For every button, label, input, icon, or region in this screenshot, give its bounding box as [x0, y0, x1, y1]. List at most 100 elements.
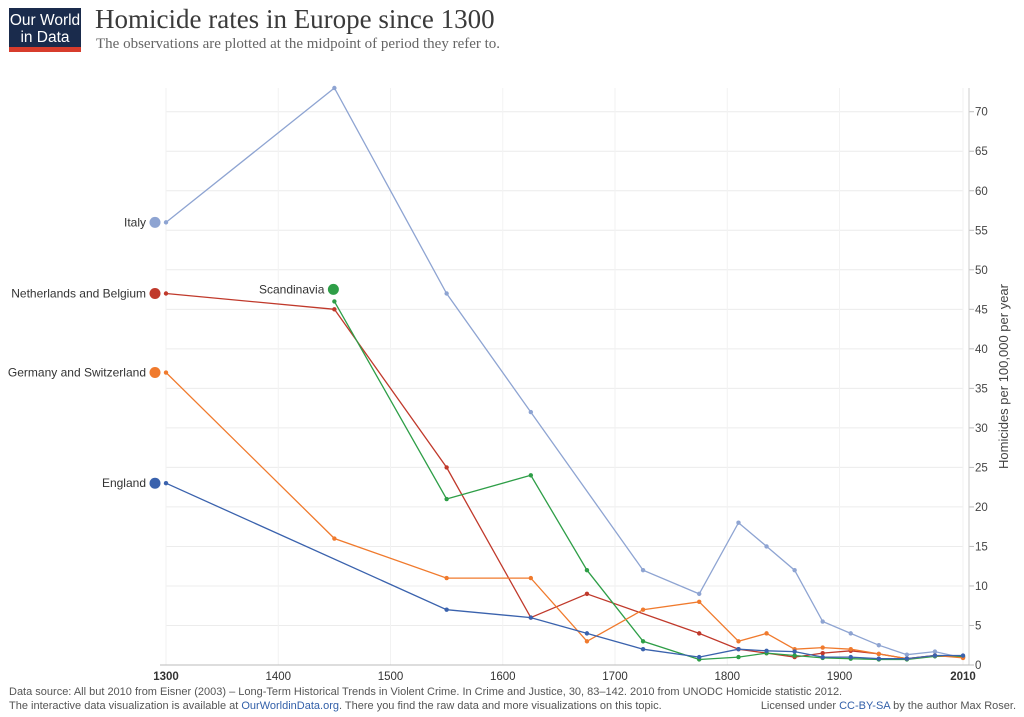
data-point: [640, 639, 646, 644]
data-point: [332, 536, 337, 541]
owid-logo: Our World in Data: [9, 8, 81, 52]
series-layer: [163, 85, 966, 662]
chart-subtitle: The observations are plotted at the midp…: [96, 36, 501, 52]
data-point: [820, 619, 825, 624]
data-point: [820, 645, 825, 650]
data-point: [736, 520, 741, 525]
license-note: Licensed under CC-BY-SA by the author Ma…: [761, 700, 1016, 712]
series-germany-and-switzerland: [163, 370, 966, 661]
x-tick-label: 1500: [378, 671, 404, 683]
y-tick-label: 45: [975, 304, 988, 316]
data-point: [697, 631, 702, 636]
x-tick-label: 1700: [602, 671, 628, 683]
data-point: [736, 646, 741, 652]
y-axis-label: Homicides per 100,000 per year: [996, 283, 1011, 469]
owid-link[interactable]: OurWorldinData.org: [241, 700, 339, 712]
data-point: [876, 656, 882, 661]
series-netherlands-and-belgium: [163, 291, 966, 661]
logo-line-1: Our World: [9, 12, 81, 29]
data-source-note: Data source: All but 2010 from Eisner (2…: [9, 686, 843, 698]
series-label: Italy: [124, 215, 146, 229]
data-point: [876, 651, 882, 657]
license-prefix: Licensed under: [760, 700, 840, 712]
data-point: [764, 631, 769, 636]
data-point: [697, 654, 702, 660]
x-tick-label: 1600: [490, 671, 516, 683]
data-point: [528, 615, 534, 620]
data-point: [640, 646, 646, 652]
data-point: [764, 648, 769, 653]
series-line: [165, 292, 964, 660]
series-label-marker: [149, 477, 161, 489]
series-label: Netherlands and Belgium: [11, 287, 146, 301]
data-point: [444, 607, 449, 612]
data-point: [584, 567, 590, 573]
data-point: [764, 544, 769, 549]
interactive-prefix: The interactive data visualization is av…: [9, 700, 242, 712]
data-point: [528, 473, 534, 478]
series-label: England: [102, 476, 146, 490]
series-line: [165, 372, 964, 660]
data-point: [163, 220, 169, 225]
series-scandinavia: [332, 299, 966, 662]
data-point: [932, 653, 938, 658]
data-point: [960, 653, 966, 658]
series-line: [333, 301, 963, 661]
y-tick-label: 25: [975, 462, 988, 474]
series-label: Germany and Switzerland: [8, 366, 146, 380]
license-suffix: by the author Max Roser.: [890, 700, 1016, 712]
chart-title: Homicide rates in Europe since 1300: [95, 4, 495, 34]
data-point: [332, 85, 337, 91]
series-england: [163, 481, 966, 661]
data-point: [792, 567, 797, 573]
series-line: [165, 87, 964, 659]
data-point: [904, 656, 910, 661]
data-point: [584, 639, 590, 644]
data-point: [848, 646, 853, 652]
data-point: [584, 631, 590, 636]
data-point: [528, 409, 534, 415]
x-tick-label: 1900: [827, 671, 853, 683]
data-point: [163, 291, 169, 296]
license-link[interactable]: CC-BY-SA: [839, 700, 891, 712]
data-point: [163, 481, 169, 486]
data-point: [332, 307, 337, 312]
data-point: [736, 654, 741, 660]
data-point: [876, 643, 882, 648]
data-point: [584, 591, 590, 597]
y-tick-label: 5: [975, 620, 981, 632]
x-tick-label: 1300: [153, 671, 179, 683]
data-point: [528, 575, 534, 581]
data-point: [697, 591, 702, 597]
data-point: [444, 496, 449, 502]
data-point: [640, 607, 646, 612]
x-tick-label: 1800: [714, 671, 740, 683]
series-label-marker: [149, 216, 161, 228]
data-point: [736, 639, 741, 644]
y-tick-label: 10: [975, 581, 988, 593]
series-label-marker: [149, 288, 161, 300]
data-point: [792, 649, 797, 654]
series-italy: [163, 85, 966, 661]
logo-line-2: in Data: [20, 29, 70, 46]
interactive-note: The interactive data visualization is av…: [9, 700, 662, 712]
data-point: [848, 654, 853, 660]
y-tick-label: 35: [975, 383, 988, 395]
data-point: [904, 652, 910, 657]
series-line: [165, 482, 963, 660]
y-tick-label: 65: [975, 146, 988, 158]
data-point: [163, 370, 169, 375]
y-tick-label: 0: [975, 660, 981, 672]
data-point: [444, 465, 449, 470]
y-tick-label: 50: [975, 265, 988, 277]
data-point: [640, 567, 646, 573]
data-point: [792, 653, 797, 658]
x-tick-label: 2010: [950, 671, 976, 683]
data-point: [697, 599, 702, 604]
data-point: [848, 631, 853, 636]
y-tick-label: 20: [975, 502, 988, 514]
series-label-marker: [327, 283, 339, 295]
y-tick-label: 70: [975, 107, 988, 119]
data-point: [820, 650, 825, 656]
